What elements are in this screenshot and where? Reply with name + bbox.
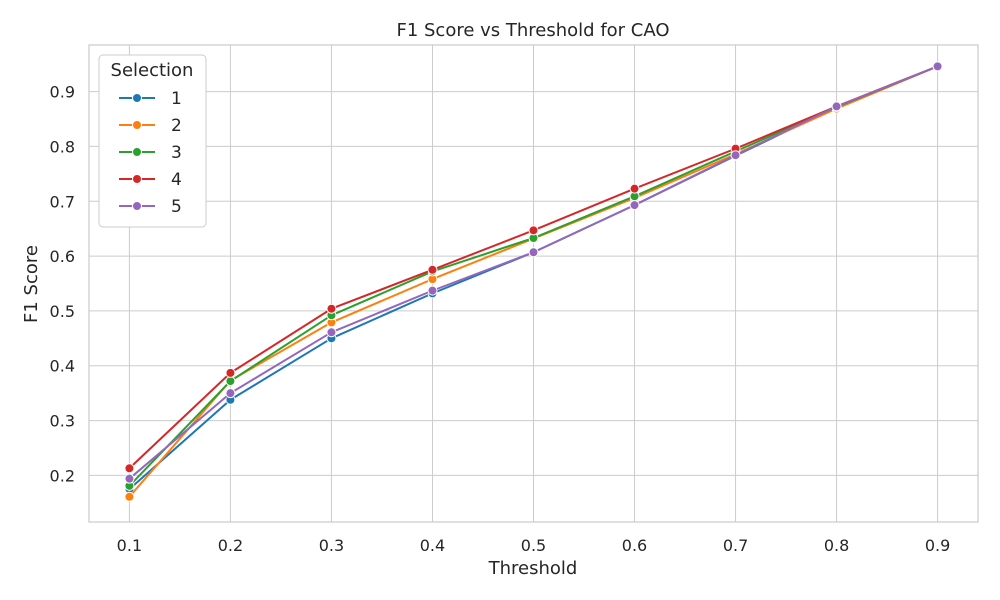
legend-marker — [132, 147, 142, 157]
legend-label: 1 — [171, 89, 182, 109]
legend-item: 5 — [119, 197, 182, 217]
y-tick-label: 0.7 — [50, 192, 75, 211]
legend-title: Selection — [111, 60, 194, 81]
y-tick-label: 0.4 — [50, 357, 75, 376]
data-point — [124, 491, 135, 502]
legend-label: 2 — [171, 116, 182, 136]
data-point — [225, 367, 236, 378]
y-tick-label: 0.3 — [50, 412, 75, 431]
y-axis-title: F1 Score — [21, 245, 42, 323]
y-tick-label: 0.8 — [50, 137, 75, 156]
x-tick-label: 0.7 — [723, 536, 748, 555]
legend-label: 5 — [171, 197, 182, 217]
legend-marker — [132, 93, 142, 103]
y-tick-label: 0.6 — [50, 247, 75, 266]
data-point — [629, 200, 640, 211]
data-point — [831, 101, 842, 112]
x-tick-label: 0.3 — [319, 536, 344, 555]
data-point — [427, 285, 438, 296]
x-tick-label: 0.9 — [925, 536, 950, 555]
legend-marker — [132, 201, 142, 211]
plot-frame — [88, 44, 979, 523]
y-tick-label: 0.2 — [50, 466, 75, 485]
x-axis-title: Threshold — [488, 558, 578, 579]
x-tick-label: 0.1 — [117, 536, 142, 555]
chart-title: F1 Score vs Threshold for CAO — [396, 20, 669, 41]
data-point — [427, 264, 438, 275]
data-point — [629, 183, 640, 194]
data-point — [730, 150, 741, 161]
legend-label: 3 — [171, 143, 182, 163]
legend-items: 1 2 3 4 5 — [119, 89, 182, 217]
legend-marker — [132, 174, 142, 184]
data-point — [124, 463, 135, 474]
legend: Selection 1 2 3 4 5 — [98, 54, 207, 228]
x-tick-label: 0.2 — [218, 536, 243, 555]
series-layer — [124, 61, 943, 502]
x-tick-label: 0.6 — [622, 536, 647, 555]
data-point — [225, 388, 236, 399]
data-point — [326, 327, 337, 338]
data-point — [326, 303, 337, 314]
x-tick-label: 0.4 — [420, 536, 445, 555]
legend-marker — [132, 120, 142, 130]
y-tick-label: 0.5 — [50, 302, 75, 321]
legend-item: 4 — [119, 170, 182, 190]
data-point — [528, 225, 539, 236]
series-5 — [124, 61, 943, 484]
tick-labels: 0.1 0.2 0.3 0.4 0.5 0.6 0.7 0.8 0.9 0.2 0.3 0.4 0.5 0… — [50, 83, 951, 555]
data-point — [528, 247, 539, 258]
legend-label: 4 — [171, 170, 182, 190]
data-point — [932, 61, 943, 72]
grid — [89, 45, 978, 522]
data-point — [124, 473, 135, 484]
legend-item: 3 — [119, 143, 182, 163]
x-tick-label: 0.8 — [824, 536, 849, 555]
legend-item: 2 — [119, 116, 182, 136]
data-point — [225, 376, 236, 387]
x-tick-label: 0.5 — [521, 536, 546, 555]
y-tick-label: 0.9 — [50, 83, 75, 102]
legend-item: 1 — [119, 89, 182, 109]
